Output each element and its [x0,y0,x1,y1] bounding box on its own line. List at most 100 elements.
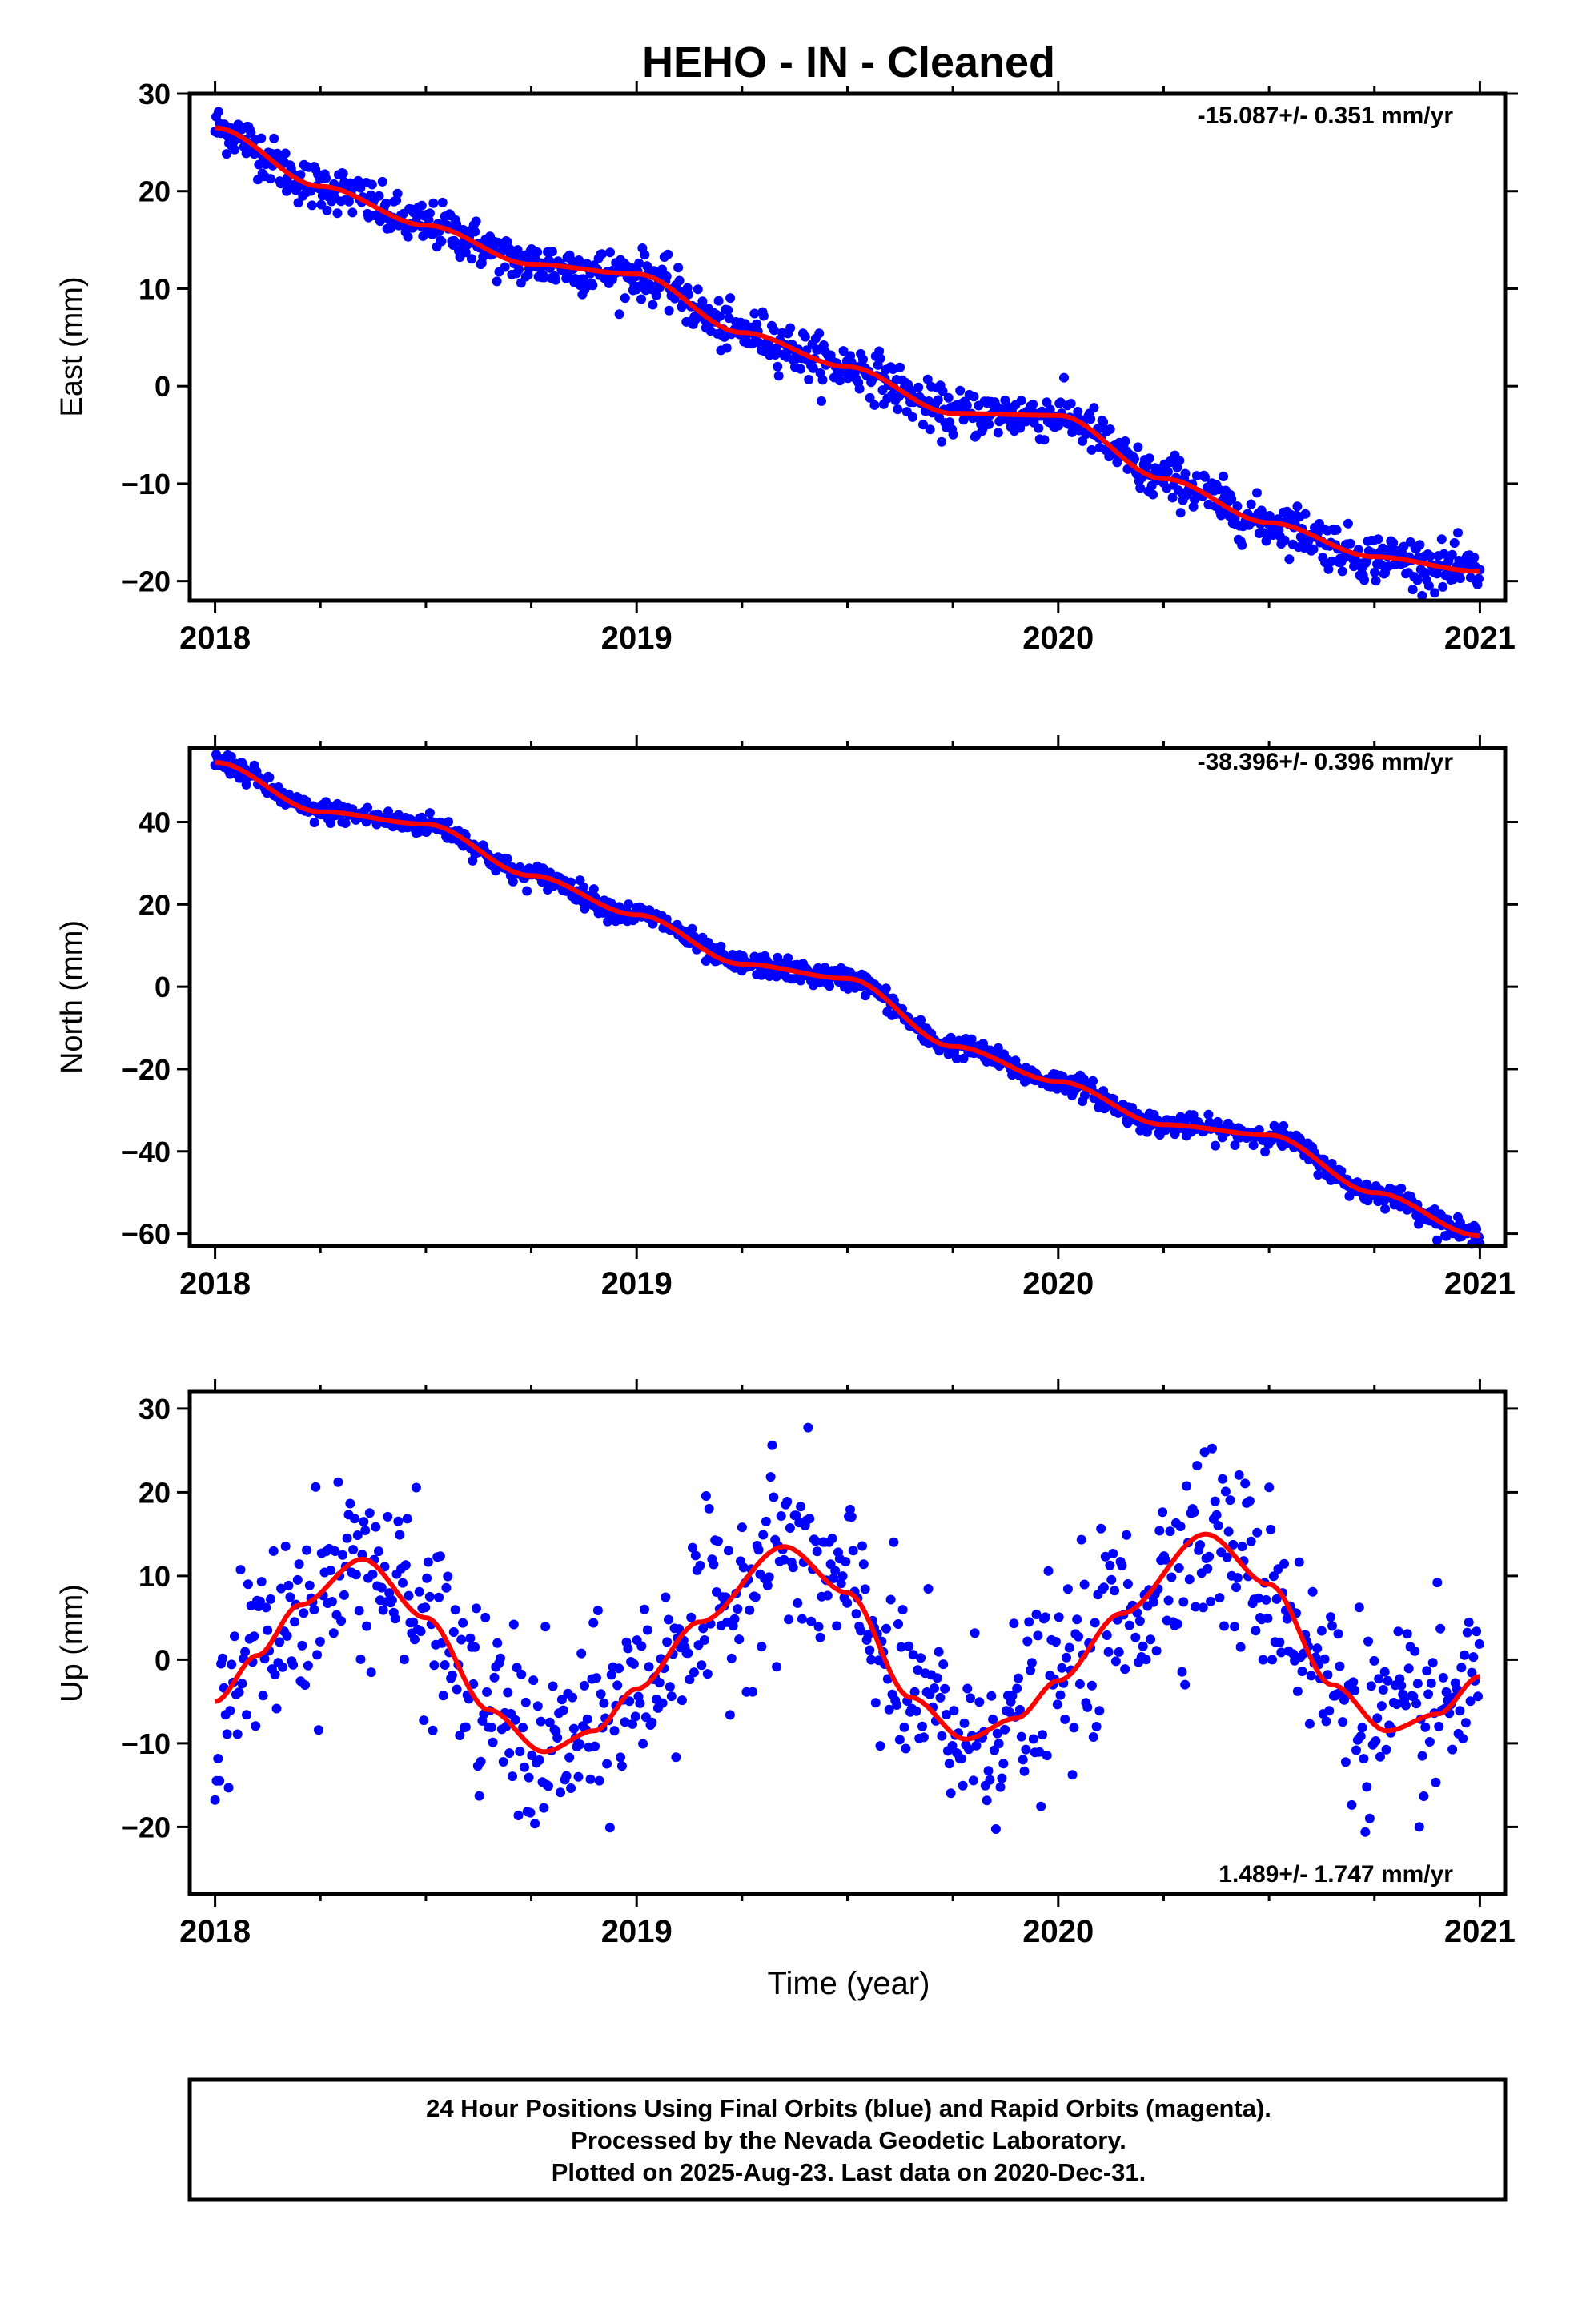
up-point [901,1743,911,1754]
up-point [1086,1680,1097,1691]
up-point [1254,1593,1264,1603]
up-point [797,1614,807,1624]
up-point [414,1586,424,1597]
up-point [761,1516,771,1526]
up-point [268,1546,279,1556]
up-point [1057,1663,1067,1673]
east-point [1105,424,1115,434]
up-point [297,1640,307,1651]
east-points [210,107,1485,601]
up-xtick-label: 2018 [179,1914,251,1949]
up-point [1424,1737,1435,1747]
up-point [942,1710,951,1719]
north-point [1432,1235,1442,1245]
up-point [863,1630,873,1640]
up-point [422,1573,432,1583]
up-point [748,1687,758,1697]
up-point [1374,1674,1384,1684]
up-point [624,1696,635,1707]
up-point [1199,1447,1210,1458]
up-point [222,1729,232,1739]
east-point [1407,585,1418,595]
up-point [378,1605,388,1615]
north-point [444,817,453,827]
north-xtick-label: 2018 [179,1266,251,1301]
up-point [544,1717,555,1727]
up-point [1338,1717,1348,1727]
up-point [489,1672,500,1683]
east-point [945,417,955,428]
up-point [440,1660,450,1670]
east-point [1162,467,1173,477]
up-point [1411,1699,1422,1709]
up-point [959,1718,970,1728]
up-point [423,1557,433,1567]
east-point [532,247,543,257]
east-point [428,198,439,208]
up-point [851,1609,861,1619]
up-point [842,1598,853,1608]
up-point [1378,1685,1388,1695]
up-point [585,1774,596,1784]
east-point [1200,472,1210,482]
up-point [971,1740,982,1751]
up-point [1251,1626,1261,1636]
north-point [578,882,588,892]
east-point [664,305,674,316]
up-point [496,1653,505,1663]
east-point [993,428,1003,438]
east-point [769,325,779,336]
up-point [647,1717,657,1727]
up-point [846,1512,857,1522]
up-point [1402,1629,1412,1639]
north-point [1472,1224,1482,1234]
up-points [210,1422,1484,1837]
up-point [470,1642,480,1652]
up-point [1468,1652,1479,1663]
up-point [623,1643,633,1654]
east-point [1345,538,1355,549]
up-point [504,1748,515,1759]
east-ytick-label: −10 [122,468,171,501]
up-point [1038,1730,1047,1740]
up-point [1000,1724,1010,1735]
east-point [275,179,286,189]
up-point [803,1422,813,1433]
east-ytick-label: 30 [139,78,171,111]
east-point [1432,569,1442,579]
up-point [395,1530,405,1540]
footer-line-3: Plotted on 2025-Aug-23. Last data on 202… [552,2158,1146,2186]
north-point [1230,1140,1240,1150]
up-point [1403,1663,1414,1674]
up-point [1363,1636,1373,1647]
up-point [1372,1713,1383,1723]
up-point [1036,1801,1046,1811]
up-point [990,1824,1001,1834]
east-point [984,419,994,429]
east-point [1059,372,1069,383]
up-point [1064,1642,1074,1653]
up-point [1276,1647,1287,1658]
up-point [474,1791,484,1801]
up-ytick-label: −10 [122,1727,171,1760]
east-point [332,208,343,219]
up-point [367,1569,378,1579]
up-point [1231,1582,1241,1593]
chart-title: HEHO - IN - Cleaned [642,38,1055,86]
up-point [1195,1540,1205,1550]
east-point [605,247,615,258]
up-point [1018,1755,1028,1765]
up-point [540,1622,551,1632]
up-point [793,1598,803,1608]
up-point [1163,1595,1174,1606]
up-point [309,1605,319,1615]
east-point [1469,553,1480,563]
north-point [757,970,766,980]
up-point [1420,1722,1431,1732]
up-point [1426,1678,1436,1688]
up-point [1240,1478,1251,1489]
up-point [1275,1637,1285,1647]
up-xtick-label: 2021 [1444,1914,1516,1949]
